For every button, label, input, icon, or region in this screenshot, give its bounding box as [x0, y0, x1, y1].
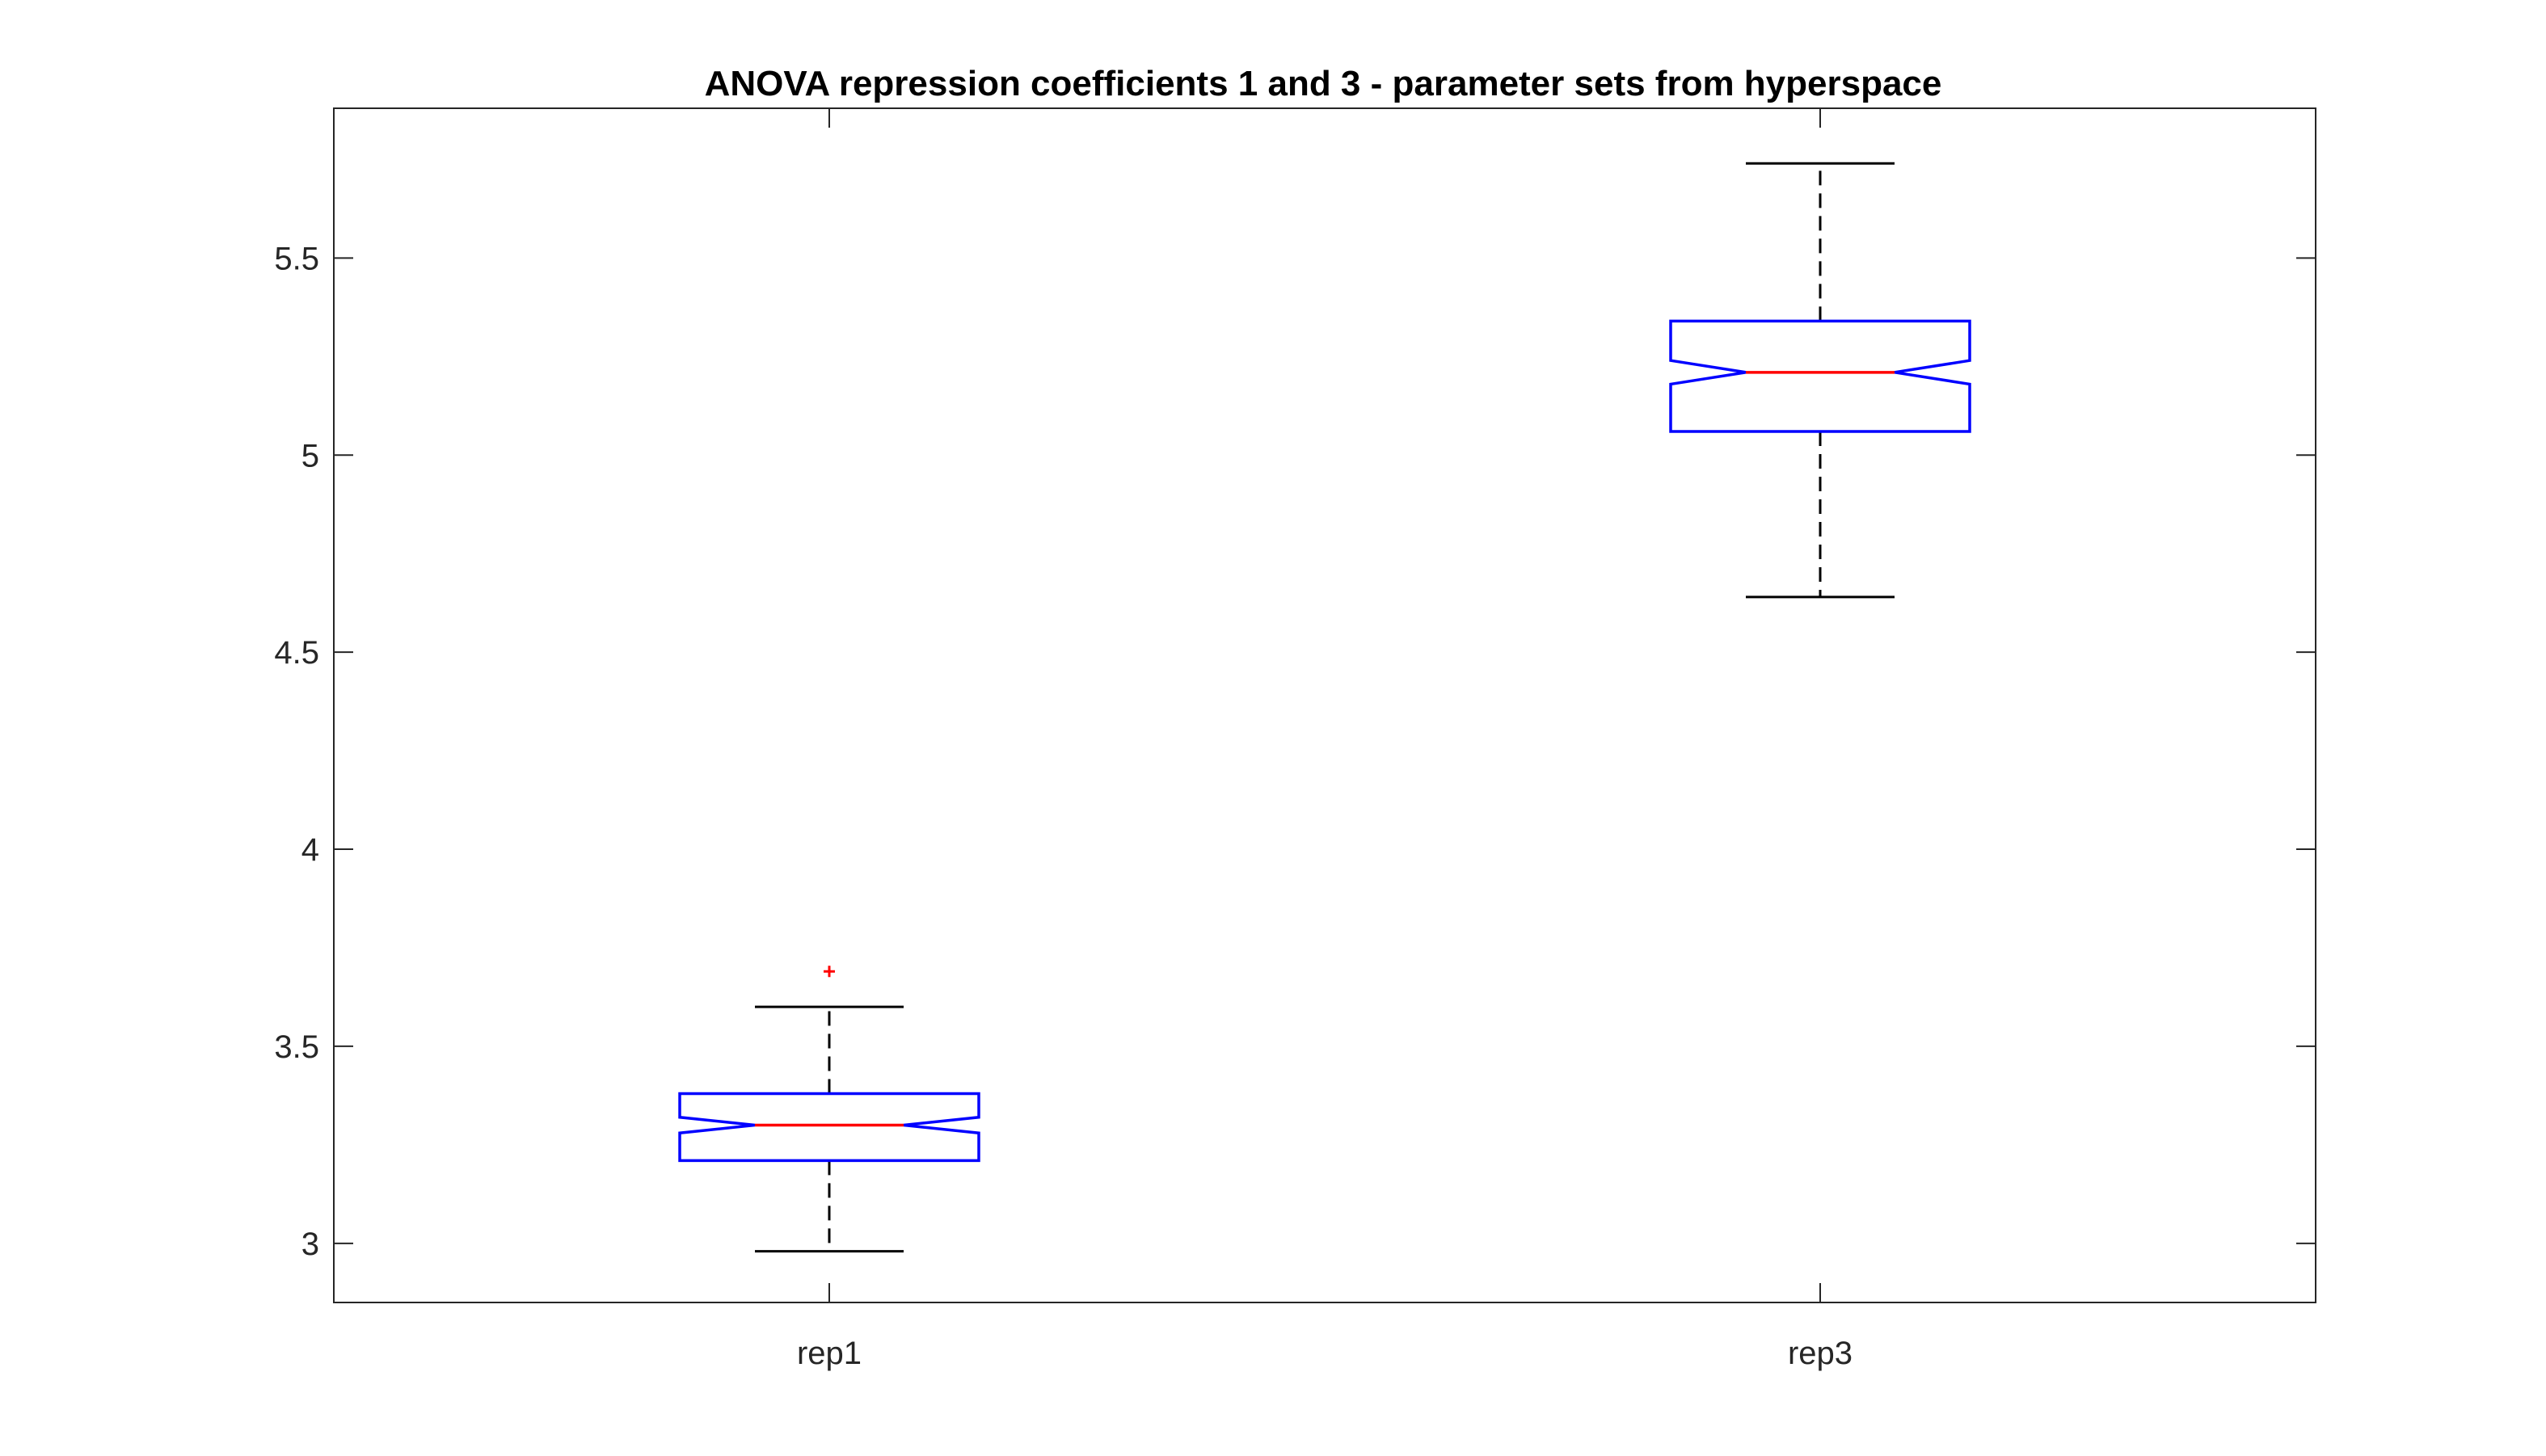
chart-title: ANOVA repression coefficients 1 and 3 - … — [705, 64, 1942, 103]
notched-box-rep3 — [1669, 319, 1971, 433]
y-tick-label: 5.5 — [274, 241, 319, 276]
plot-area: 3 3.5 4 4.5 5 5.5 rep1 rep3 — [274, 107, 2316, 1371]
y-tick-label: 5 — [301, 438, 319, 473]
notched-box-rep1 — [678, 1092, 980, 1163]
axes-frame — [333, 107, 2316, 1303]
x-tick-label-rep1: rep1 — [797, 1336, 862, 1371]
y-tick-label: 4 — [301, 832, 319, 868]
y-tick-label: 4.5 — [274, 635, 319, 671]
x-tick-label-rep3: rep3 — [1788, 1336, 1853, 1371]
y-tick-label: 3.5 — [274, 1029, 319, 1065]
outlier-marker-rep1 — [824, 966, 835, 978]
y-tick-label: 3 — [301, 1227, 319, 1262]
